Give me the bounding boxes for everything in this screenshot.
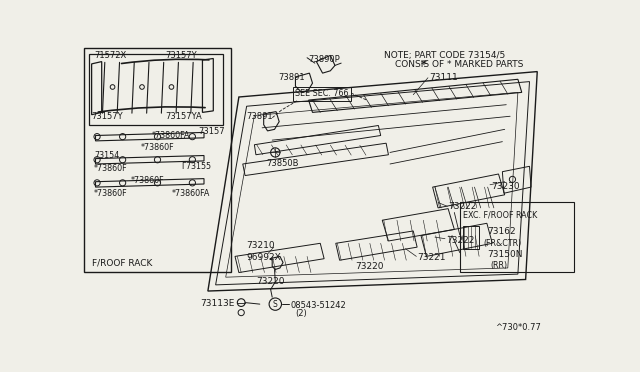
Text: CONSIS OF * MARKED PARTS: CONSIS OF * MARKED PARTS	[395, 60, 523, 69]
Text: (FR&CTR): (FR&CTR)	[483, 240, 521, 248]
Text: 73220: 73220	[355, 262, 383, 271]
Text: 73162: 73162	[487, 227, 515, 236]
Text: *: *	[421, 60, 427, 70]
Text: (RR): (RR)	[491, 261, 508, 270]
Text: 73890P: 73890P	[308, 55, 340, 64]
Text: 71572X: 71572X	[94, 51, 126, 60]
Text: 73210: 73210	[246, 241, 275, 250]
Text: 73150N: 73150N	[487, 250, 522, 259]
Text: *73860F: *73860F	[94, 189, 127, 198]
Text: 73113E: 73113E	[200, 299, 234, 308]
Text: 08543-51242: 08543-51242	[291, 301, 346, 310]
Text: ^730*0.77: ^730*0.77	[495, 323, 541, 332]
Bar	[84, 48, 231, 272]
Text: NOTE; PART CODE 73154/5: NOTE; PART CODE 73154/5	[384, 51, 505, 60]
Text: S: S	[273, 299, 278, 309]
Text: *73860F: *73860F	[140, 143, 174, 152]
Text: 73154: 73154	[94, 151, 119, 160]
Text: (2): (2)	[296, 309, 307, 318]
Bar	[460, 202, 575, 272]
Text: F/ROOF RACK: F/ROOF RACK	[92, 259, 152, 268]
Bar	[90, 54, 223, 125]
Text: *73860FA: *73860FA	[152, 131, 191, 140]
Text: 73222: 73222	[448, 202, 477, 212]
Text: *73860F: *73860F	[131, 176, 164, 185]
Text: 73222: 73222	[446, 235, 474, 245]
Text: 73230: 73230	[491, 182, 520, 191]
Text: 73157: 73157	[198, 127, 225, 136]
Text: 73221: 73221	[417, 253, 445, 262]
Text: 73891: 73891	[278, 73, 305, 82]
Bar	[293, 87, 351, 101]
Text: 73891: 73891	[246, 112, 273, 121]
Text: $\Gamma$73155: $\Gamma$73155	[180, 160, 212, 171]
Text: 73850B: 73850B	[266, 158, 298, 168]
Text: 73157YA: 73157YA	[165, 112, 202, 121]
Text: 73157Y: 73157Y	[165, 51, 197, 60]
Text: 73111: 73111	[429, 73, 458, 82]
Text: 96992X: 96992X	[246, 253, 282, 262]
Text: *73860F: *73860F	[94, 164, 127, 173]
Text: 73157Y: 73157Y	[92, 112, 124, 121]
Text: EXC. F/ROOF RACK: EXC. F/ROOF RACK	[463, 210, 537, 219]
Text: SEE SEC. 766: SEE SEC. 766	[296, 89, 349, 97]
Text: *73860FA: *73860FA	[172, 189, 210, 198]
Text: 73220: 73220	[257, 277, 285, 286]
